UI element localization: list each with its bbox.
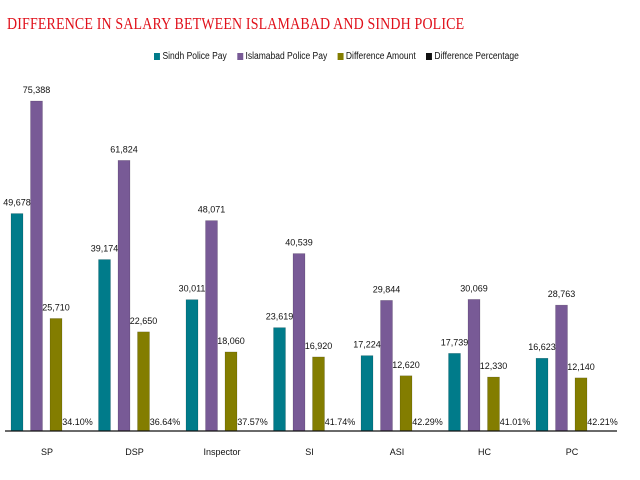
data-label: 40,539 bbox=[285, 238, 313, 248]
bar-dsp-0 bbox=[98, 259, 111, 432]
legend-swatch bbox=[425, 53, 432, 60]
data-label: 25,710 bbox=[42, 302, 70, 312]
legend-swatch bbox=[236, 53, 243, 60]
data-label: 29,844 bbox=[373, 284, 401, 294]
bar-sp-2 bbox=[49, 318, 63, 432]
data-label: 23,619 bbox=[266, 312, 294, 322]
legend-item-sindh: Sindh Police Pay bbox=[154, 51, 227, 62]
data-label: 36.64% bbox=[150, 417, 181, 427]
data-label: 18,060 bbox=[217, 336, 245, 346]
bar-pc-2 bbox=[574, 377, 588, 432]
data-label: 28,763 bbox=[548, 289, 576, 299]
legend-label: Difference Amount bbox=[345, 51, 416, 62]
bar-inspector-1 bbox=[205, 220, 218, 432]
data-label: 12,140 bbox=[567, 362, 595, 372]
bar-sp-1 bbox=[30, 100, 43, 432]
data-label: 39,174 bbox=[91, 244, 119, 254]
bar-dsp-2 bbox=[137, 331, 150, 432]
data-label: 41.01% bbox=[500, 417, 531, 427]
legend-label: Islamabad Police Pay bbox=[245, 51, 328, 62]
data-label: 30,069 bbox=[460, 283, 488, 293]
category-label: ASI bbox=[390, 447, 405, 457]
data-label: 48,071 bbox=[198, 205, 226, 215]
data-label: 42.29% bbox=[412, 417, 443, 427]
data-label: 17,739 bbox=[441, 337, 469, 347]
data-label: 12,620 bbox=[392, 360, 420, 370]
data-label: 34.10% bbox=[62, 417, 93, 427]
data-label: 30,011 bbox=[179, 284, 206, 294]
legend-swatch bbox=[337, 53, 344, 60]
bar-inspector-2 bbox=[224, 351, 238, 432]
category-label: Inspector bbox=[203, 447, 240, 457]
data-label: 37.57% bbox=[237, 417, 268, 427]
bar-hc-2 bbox=[487, 376, 500, 432]
bar-si-2 bbox=[312, 356, 325, 432]
data-label: 22,650 bbox=[130, 316, 158, 326]
category-label: PC bbox=[566, 447, 579, 457]
bar-asi-1 bbox=[380, 300, 393, 432]
legend-item-islamabad: Islamabad Police Pay bbox=[236, 51, 328, 62]
legend-item-difference-amount: Difference Amount bbox=[337, 51, 416, 62]
bar-pc-0 bbox=[535, 357, 549, 432]
bar-sp-0 bbox=[10, 213, 24, 432]
bar-si-1 bbox=[292, 253, 306, 432]
bar-inspector-0 bbox=[185, 299, 199, 432]
data-label: 42.21% bbox=[587, 417, 618, 427]
bar-dsp-1 bbox=[117, 160, 131, 432]
legend-label: Difference Percentage bbox=[434, 51, 519, 62]
data-label: 16,920 bbox=[305, 341, 333, 351]
data-label: 49,678 bbox=[3, 198, 31, 208]
category-label: SP bbox=[41, 447, 53, 457]
data-label: 41.74% bbox=[325, 417, 356, 427]
bar-hc-1 bbox=[467, 299, 481, 432]
legend-item-difference-percentage: Difference Percentage bbox=[425, 51, 519, 62]
data-label: 61,824 bbox=[110, 144, 138, 154]
data-label: 17,224 bbox=[353, 340, 381, 350]
bar-hc-0 bbox=[448, 353, 461, 432]
legend-label: Sindh Police Pay bbox=[162, 51, 227, 62]
chart-title: DIFFERENCE IN SALARY BETWEEN ISLAMABAD A… bbox=[7, 14, 465, 33]
legend-swatch bbox=[154, 53, 160, 60]
category-label: SI bbox=[305, 447, 314, 457]
bar-asi-2 bbox=[399, 375, 413, 432]
bar-si-0 bbox=[273, 327, 286, 432]
category-label: HC bbox=[478, 447, 491, 457]
data-label: 16,623 bbox=[528, 342, 556, 352]
legend: Sindh Police Pay Islamabad Police Pay Di… bbox=[154, 51, 519, 62]
category-label: DSP bbox=[125, 447, 144, 457]
data-label: 12,330 bbox=[480, 361, 508, 371]
bar-asi-0 bbox=[360, 355, 374, 432]
bar-pc-1 bbox=[555, 304, 568, 432]
data-label: 75,388 bbox=[23, 85, 51, 95]
